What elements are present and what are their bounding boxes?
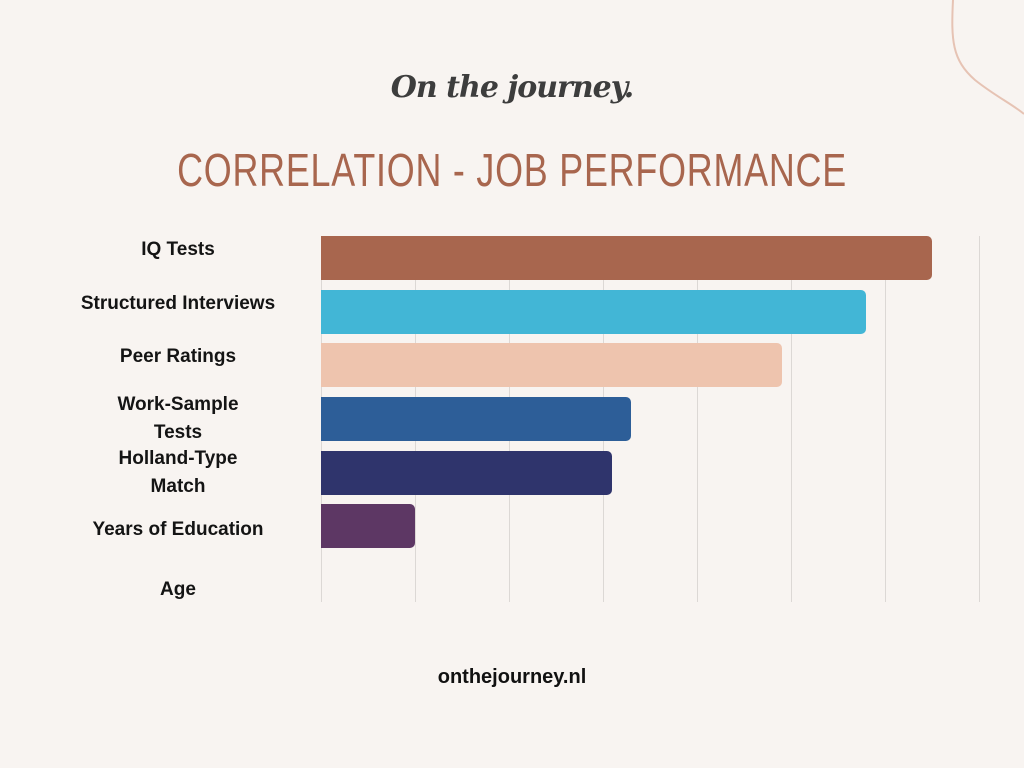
- category-label-line: Structured Interviews: [80, 293, 276, 314]
- category-label-line: Work-Sample: [117, 394, 239, 415]
- footer-url: onthejourney.nl: [437, 666, 587, 688]
- category-label-line: Years of Education: [92, 519, 264, 540]
- category-label: IQ Tests: [58, 236, 298, 264]
- bar-years-of-education: [321, 504, 415, 548]
- grid-line: [697, 236, 698, 602]
- category-label: Peer Ratings: [58, 343, 298, 371]
- category-label: Age: [58, 576, 298, 604]
- bar-work-sample-tests: [321, 397, 631, 441]
- grid-line: [791, 236, 792, 602]
- brand-logo: On the journey.: [390, 70, 634, 105]
- category-label-line: Peer Ratings: [119, 346, 237, 367]
- bar-holland-type-match: [321, 451, 612, 495]
- grid-line: [979, 236, 980, 602]
- grid-line: [885, 236, 886, 602]
- category-label-line: Holland-Type: [118, 448, 238, 469]
- category-label: Years of Education: [58, 516, 298, 544]
- category-label-line: IQ Tests: [141, 239, 215, 260]
- bar-peer-ratings: [321, 343, 782, 387]
- chart-title: CORRELATION - JOB PERFORMANCE: [177, 144, 847, 196]
- category-label-line: Match: [150, 476, 206, 497]
- category-label: Holland-Type Match: [58, 445, 298, 501]
- category-label-line: Age: [160, 579, 196, 600]
- bar-iq-tests: [321, 236, 932, 280]
- bar-structured-interviews: [321, 290, 866, 334]
- category-label: Structured Interviews: [58, 290, 298, 318]
- category-label: Work-Sample Tests: [58, 391, 298, 447]
- category-label-line: Tests: [153, 422, 203, 443]
